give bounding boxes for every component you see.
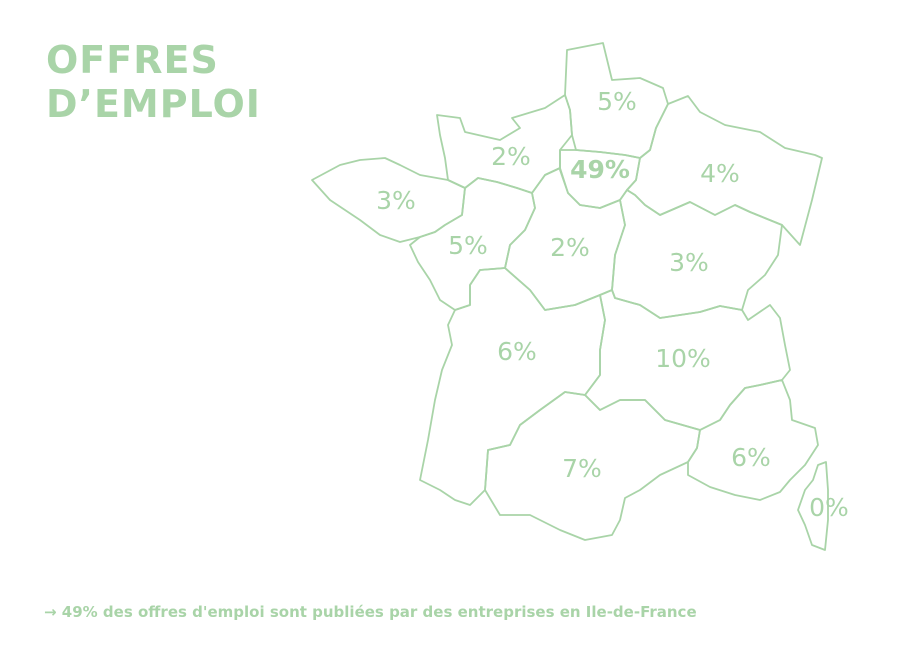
region-label-nouvelle-aquitaine: 6% <box>497 337 537 366</box>
region-label-corse: 0% <box>809 493 849 522</box>
region-provence-alpes-cote-dazur <box>687 379 819 501</box>
page-title: OFFRES D’EMPLOI <box>46 38 261 126</box>
region-label-centre-val-de-loire: 2% <box>550 233 590 262</box>
title-line-2: D’EMPLOI <box>46 82 261 126</box>
region-label-hauts-de-france: 5% <box>597 87 637 116</box>
region-label-occitanie: 7% <box>562 454 602 483</box>
region-label-normandie: 2% <box>491 142 531 171</box>
region-label-grand-est: 4% <box>700 159 740 188</box>
region-label-bourgogne-franche-comte: 3% <box>669 248 709 277</box>
region-label-pays-de-la-loire: 5% <box>448 231 488 260</box>
region-label-bretagne: 3% <box>376 186 416 215</box>
region-corse <box>797 461 829 551</box>
region-outlines <box>311 42 829 551</box>
footer-note: → 49% des offres d'emploi sont publiées … <box>44 603 697 621</box>
region-label-auvergne-rhone-alpes: 10% <box>655 344 711 373</box>
region-label-ile-de-france: 49% <box>570 155 630 184</box>
region-labels: 5% 2% 49% 4% 3% 5% 2% 3% 6% 10% 7% 6% 0% <box>376 87 849 522</box>
title-line-1: OFFRES <box>46 38 219 82</box>
region-label-provence-alpes-cote-dazur: 6% <box>731 443 771 472</box>
